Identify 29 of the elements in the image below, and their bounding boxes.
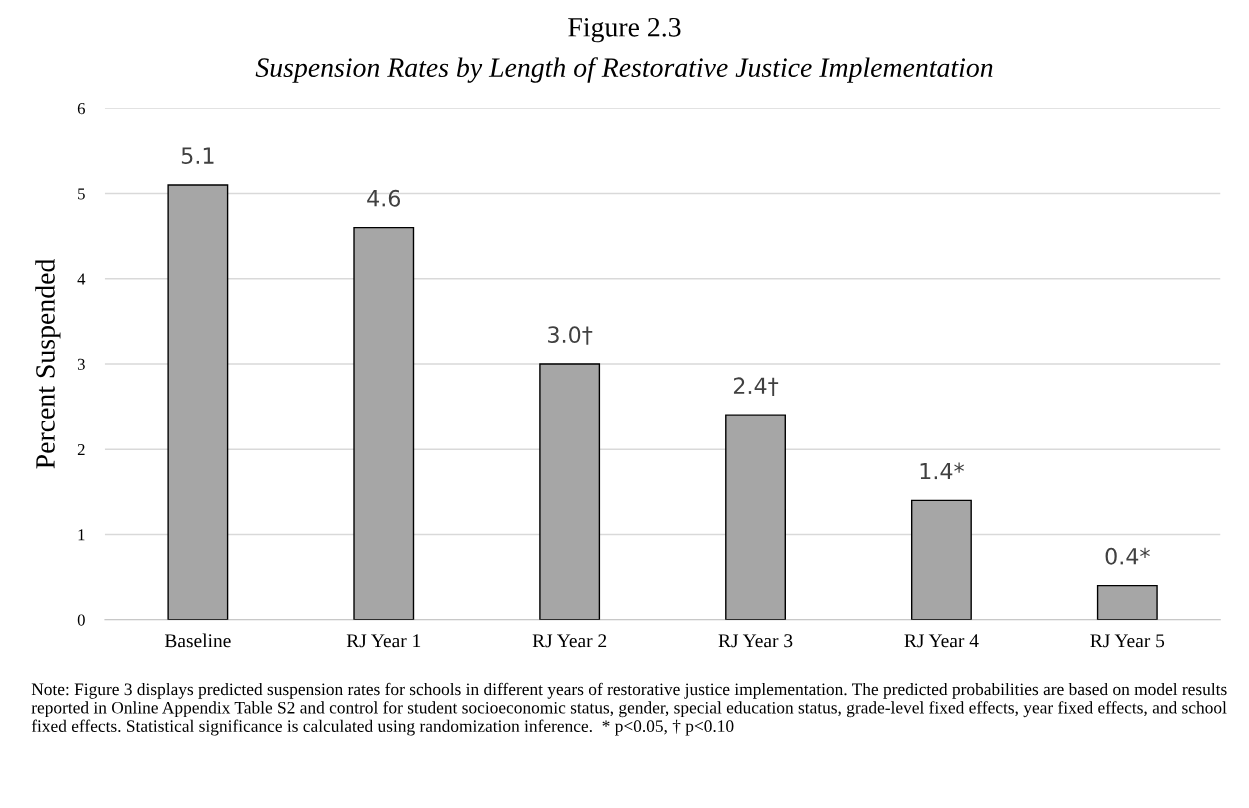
bar (1096, 584, 1158, 620)
x-tick-label: Baseline (164, 633, 231, 648)
y-tick-label: 1 (78, 529, 85, 541)
x-tick-label: RJ Year 3 (718, 634, 793, 648)
y-tick-label: 0 (77, 614, 85, 626)
text: Note: Figure 3 displays predicted suspension rates for schools in different years of restorative justice implementation. The predicted probabilities are based on model results reported in Online Appendix Table S2 and control for student socioeconomic status, gender, special education status, grade-level fixed effects, year fixed effects, and school fixed effects. Statistical significance is calculated using randomization inference. * p<0.05, † p<0.10 (31, 682, 1227, 736)
chart-title: Figure 2.3 (568, 17, 681, 43)
bar (725, 414, 786, 620)
data-label: 4.6 (367, 189, 401, 207)
y-tick-label: 2 (77, 443, 85, 456)
x-tick-label: RJ Year 5 (1090, 634, 1165, 648)
chart-subtitle: Suspension Rates by Length of Restorative Justice Implementation (255, 57, 993, 83)
bar (167, 184, 229, 620)
data-label: 0.4* (1105, 547, 1150, 565)
data-label: 5.1 (181, 147, 214, 165)
y-axis-title: Percent Suspended (35, 259, 61, 469)
y-tick-label: 3 (77, 358, 85, 370)
data-label: 3.0† (548, 326, 593, 345)
y-tick-label: 6 (77, 103, 85, 115)
bar (910, 499, 972, 620)
y-tick-label: 5 (78, 188, 85, 200)
bar (353, 226, 415, 620)
x-tick-label: RJ Year 4 (904, 634, 979, 648)
x-tick-label: RJ Year 1 (346, 634, 421, 648)
x-tick-label: RJ Year 2 (532, 634, 607, 648)
bar (539, 363, 601, 620)
y-tick-label: 4 (77, 273, 86, 285)
data-label: 2.4† (733, 377, 779, 396)
data-label: 1.4* (920, 462, 964, 480)
